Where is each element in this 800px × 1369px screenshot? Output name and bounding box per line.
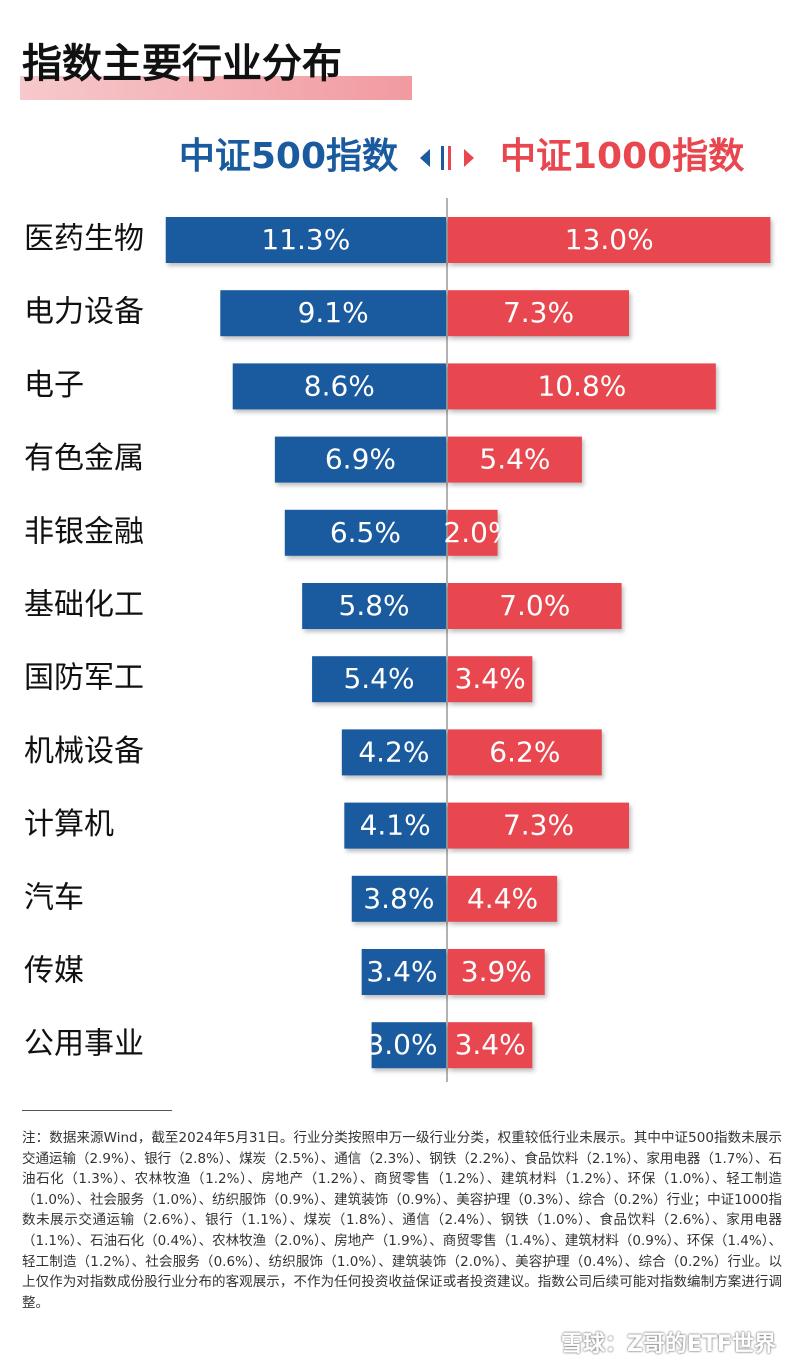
bar [341, 729, 446, 776]
value-label: 5.4% [479, 443, 550, 476]
bar [312, 656, 446, 703]
legend-arrow-right [464, 149, 474, 167]
category-label: 非银金融 [24, 514, 144, 549]
value-label: 6.2% [489, 735, 560, 768]
bar [448, 802, 630, 849]
title-underline [20, 76, 412, 100]
chart-title: 指数主要行业分布 [22, 41, 342, 87]
legend-right: 中证1000指数 [500, 136, 744, 177]
value-label: 4.4% [467, 882, 538, 915]
bar [351, 875, 446, 922]
category-label: 医药生物 [24, 222, 144, 257]
bar [302, 583, 446, 629]
bar [448, 583, 622, 629]
value-label: 3.0% [366, 1028, 437, 1061]
value-label: 4.2% [358, 735, 429, 768]
bar [274, 436, 446, 483]
value-label: 10.8% [537, 369, 626, 402]
bar [371, 1022, 446, 1069]
value-label: 9.1% [298, 296, 369, 329]
bar [448, 509, 498, 556]
value-label: 6.5% [330, 516, 401, 549]
value-label: 8.6% [304, 369, 375, 402]
legend-arrow-left [420, 149, 430, 167]
category-label: 基础化工 [24, 588, 144, 623]
category-label: 机械设备 [24, 734, 144, 769]
bar [448, 363, 716, 410]
category-label: 国防军工 [24, 661, 144, 696]
footnote: 注：数据来源Wind，截至2024年5月31日。行业分类按照申万一级行业分类，权… [22, 1130, 782, 1311]
bar [448, 217, 771, 263]
legend-divider [448, 146, 451, 170]
value-label: 5.8% [339, 589, 410, 622]
bar [344, 802, 446, 849]
category-label: 计算机 [24, 807, 114, 842]
bar [220, 290, 446, 337]
category-label: 电力设备 [24, 295, 144, 330]
value-label: 3.4% [366, 955, 437, 988]
note-rule [22, 1110, 172, 1111]
bar [232, 363, 446, 410]
value-label: 11.3% [261, 223, 350, 256]
bar [448, 1022, 533, 1069]
bar [284, 509, 446, 556]
bar [165, 217, 446, 263]
value-label: 2.0% [443, 516, 514, 549]
bar [448, 949, 545, 995]
value-label: 3.9% [461, 955, 532, 988]
chart: 指数主要行业分布 中证500指数 中证1000指数 医药生物 11.3% 13.0%… [20, 41, 771, 1082]
value-label: 3.8% [363, 882, 434, 915]
category-label: 有色金属 [24, 441, 144, 476]
value-label: 7.3% [503, 809, 574, 842]
bar [448, 729, 602, 776]
bar [361, 949, 446, 995]
category-label: 汽车 [24, 880, 84, 915]
value-label: 13.0% [565, 223, 654, 256]
legend-divider [441, 146, 444, 170]
bar [448, 656, 533, 703]
value-label: 7.3% [503, 296, 574, 329]
category-label: 传媒 [24, 954, 84, 989]
category-label: 公用事业 [24, 1027, 144, 1062]
value-label: 3.4% [455, 662, 526, 695]
value-label: 6.9% [325, 443, 396, 476]
value-label: 4.1% [360, 809, 431, 842]
bar [448, 875, 558, 922]
value-label: 5.4% [343, 662, 414, 695]
watermark: 雪球：Z哥的ETF世界 [560, 1332, 776, 1357]
value-label: 7.0% [499, 589, 570, 622]
bar [448, 436, 582, 483]
bar [448, 290, 630, 337]
value-label: 3.4% [455, 1028, 526, 1061]
category-label: 电子 [24, 368, 84, 403]
legend-left: 中证500指数 [179, 136, 398, 177]
